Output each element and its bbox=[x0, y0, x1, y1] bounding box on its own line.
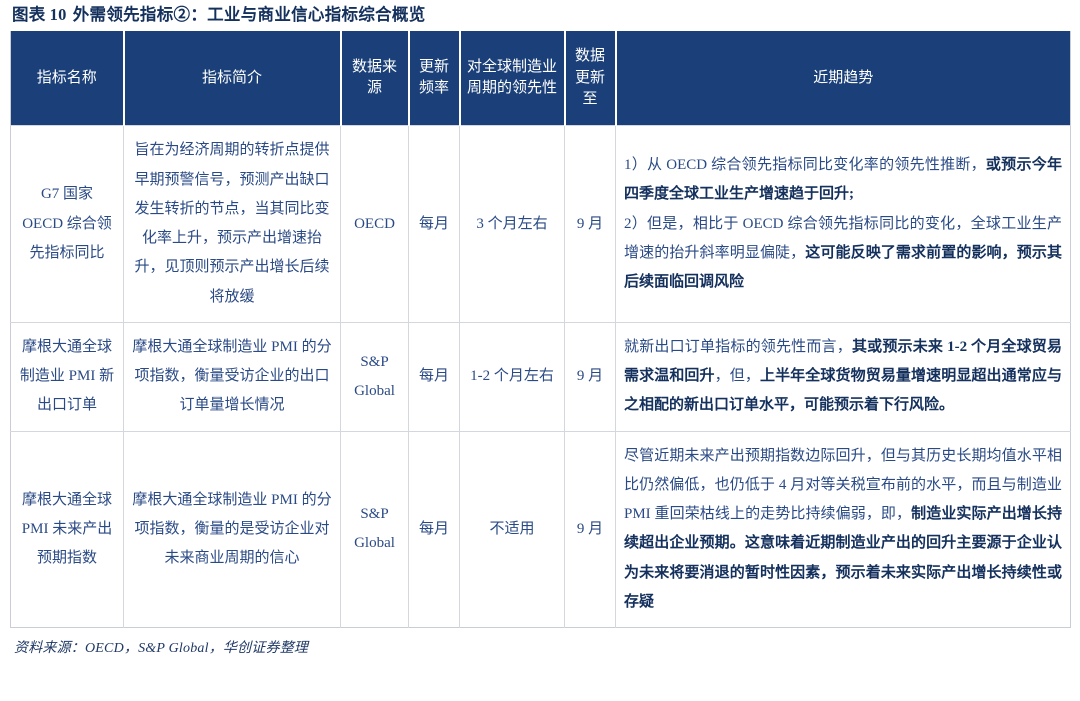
cell-lead-property: 3 个月左右 bbox=[459, 125, 565, 323]
column-header-lead-property: 对全球制造业周期的领先性 bbox=[458, 31, 566, 126]
figure-label: 图表 bbox=[12, 5, 46, 24]
table-header-row: 指标名称 指标简介 数据来源 更新频率 对全球制造业周期的领先性 数据更新至 近… bbox=[10, 31, 1071, 126]
cell-data-updated-to: 9 月 bbox=[564, 321, 616, 432]
column-header-indicator-desc: 指标简介 bbox=[122, 31, 342, 126]
trend-emphasis: 制造业实际产出增长持续超出企业预期。这意味着近期制造业产出的回升主要源于企业认为… bbox=[624, 506, 1062, 610]
trend-emphasis: 这可能反映了需求前置的影响，预示其后续面临回调风险 bbox=[624, 244, 1062, 291]
column-header-recent-trend: 近期趋势 bbox=[614, 31, 1071, 126]
table-row: G7 国家 OECD 综合领先指标同比 旨在为经济周期的转折点提供早期预警信号，… bbox=[10, 125, 1071, 323]
source-note: 资料来源：OECD，S&P Global，华创证券整理 bbox=[14, 641, 309, 657]
cell-recent-trend: 1）从 OECD 综合领先指标同比变化率的领先性推断，或预示今年四季度全球工业生… bbox=[615, 125, 1071, 323]
page-title: 图表 10 外需领先指标②：工业与商业信心指标综合概览 bbox=[10, 0, 1070, 31]
cell-update-frequency: 每月 bbox=[408, 125, 460, 323]
cell-indicator-name: 摩根大通全球 PMI 未来产出预期指数 bbox=[10, 430, 124, 628]
cell-indicator-name: G7 国家 OECD 综合领先指标同比 bbox=[10, 125, 124, 323]
trend-text: 1）从 OECD 综合领先指标同比变化率的领先性推断， bbox=[624, 157, 986, 174]
trend-text: 就新出口订单指标的领先性而言， bbox=[624, 338, 852, 355]
cell-indicator-desc: 摩根大通全球制造业 PMI 的分项指数，衡量的是受访企业对未来商业周期的信心 bbox=[123, 430, 341, 628]
trend-paragraph: 2）但是，相比于 OECD 综合领先指标同比的变化，全球工业生产增速的抬升斜率明… bbox=[624, 210, 1062, 298]
cell-update-frequency: 每月 bbox=[408, 321, 460, 432]
cell-recent-trend: 尽管近期未来产出预期指数边际回升，但与其历史长期均值水平相比仍然偏低，也仍低于 … bbox=[615, 430, 1071, 628]
table-row: 摩根大通全球制造业 PMI 新出口订单 摩根大通全球制造业 PMI 的分项指数，… bbox=[10, 321, 1071, 432]
cell-indicator-desc: 摩根大通全球制造业 PMI 的分项指数，衡量受访企业的出口订单量增长情况 bbox=[123, 321, 341, 432]
cell-indicator-desc: 旨在为经济周期的转折点提供早期预警信号，预测产出缺口发生转折的节点，当其同比变化… bbox=[123, 125, 341, 323]
cell-data-updated-to: 9 月 bbox=[564, 430, 616, 628]
cell-data-source: S&P Global bbox=[340, 430, 409, 628]
figure-title-text: 外需领先指标②：工业与商业信心指标综合概览 bbox=[72, 5, 426, 24]
cell-recent-trend: 就新出口订单指标的领先性而言，其或预示未来 1-2 个月全球贸易需求温和回升，但… bbox=[615, 321, 1071, 432]
trend-emphasis: 或预示今年四季度全球工业生产增速趋于回升; bbox=[624, 157, 1062, 203]
trend-emphasis: 上半年全球货物贸易量增速明显超出通常应与之相配的新出口订单水平，可能预示着下行风… bbox=[624, 368, 1062, 414]
trend-paragraph: 尽管近期未来产出预期指数边际回升，但与其历史长期均值水平相比仍然偏低，也仍低于 … bbox=[624, 442, 1062, 618]
indicators-table: 指标名称 指标简介 数据来源 更新频率 对全球制造业周期的领先性 数据更新至 近… bbox=[10, 31, 1071, 629]
trend-text: 2）但是，相比于 OECD 综合领先指标同比的变化，全球工业生产增速的抬升斜率明… bbox=[624, 215, 1062, 261]
column-header-indicator-name: 指标名称 bbox=[10, 31, 125, 126]
table-row: 摩根大通全球 PMI 未来产出预期指数 摩根大通全球制造业 PMI 的分项指数，… bbox=[10, 430, 1071, 628]
column-header-data-source: 数据来源 bbox=[339, 31, 410, 126]
trend-text: 尽管近期未来产出预期指数边际回升，但与其历史长期均值水平相比仍然偏低，也仍低于 … bbox=[624, 447, 1062, 523]
cell-data-source: S&P Global bbox=[340, 321, 409, 432]
cell-lead-property: 1-2 个月左右 bbox=[459, 321, 565, 432]
column-header-update-frequency: 更新频率 bbox=[407, 31, 461, 126]
cell-update-frequency: 每月 bbox=[408, 430, 460, 628]
cell-data-source: OECD bbox=[340, 125, 409, 323]
trend-text: ，但， bbox=[714, 368, 760, 385]
cell-indicator-name: 摩根大通全球制造业 PMI 新出口订单 bbox=[10, 321, 124, 432]
cell-lead-property: 不适用 bbox=[459, 430, 565, 628]
column-header-data-updated-to: 数据更新至 bbox=[563, 31, 617, 126]
table-body: G7 国家 OECD 综合领先指标同比 旨在为经济周期的转折点提供早期预警信号，… bbox=[10, 125, 1071, 628]
trend-emphasis: 其或预示未来 1-2 个月全球贸易需求温和回升 bbox=[624, 338, 1062, 385]
trend-paragraph: 就新出口订单指标的领先性而言，其或预示未来 1-2 个月全球贸易需求温和回升，但… bbox=[624, 333, 1062, 421]
cell-data-updated-to: 9 月 bbox=[564, 125, 616, 323]
figure-number: 10 bbox=[49, 5, 67, 24]
trend-paragraph: 1）从 OECD 综合领先指标同比变化率的领先性推断，或预示今年四季度全球工业生… bbox=[624, 151, 1062, 210]
